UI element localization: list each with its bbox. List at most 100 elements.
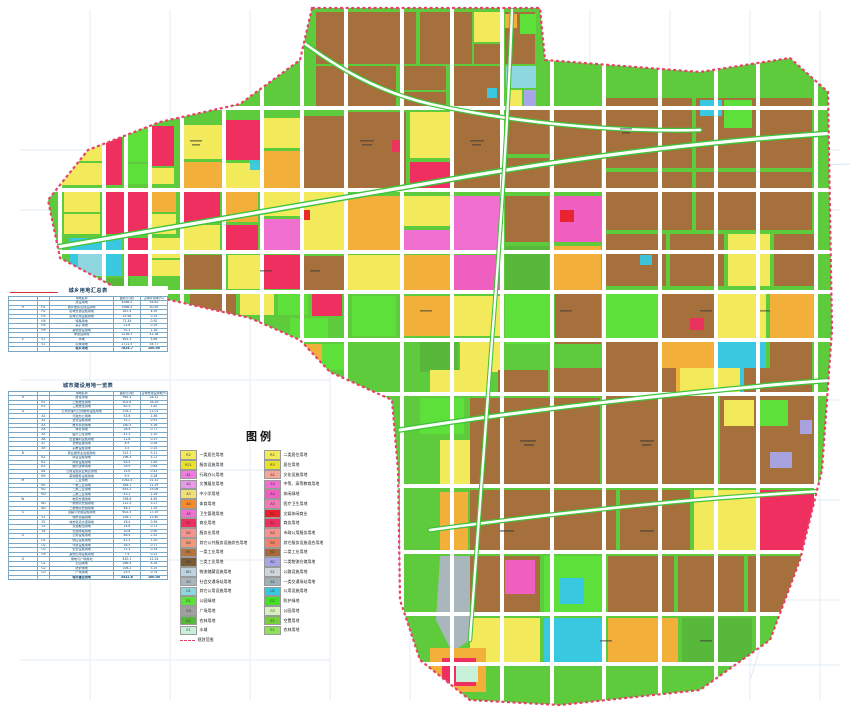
table-row: 城市建设用地 3432.6 100.00 bbox=[8, 574, 169, 581]
table-row: 城乡用地 7824.7 100.00 bbox=[8, 346, 169, 352]
table1-title: 城乡用地汇总表 bbox=[68, 288, 108, 294]
legend-item-label: 公园用地 bbox=[283, 607, 300, 613]
legend-color-swatch: M2 bbox=[180, 557, 197, 567]
legend-item-label: 行政办公用地 bbox=[199, 471, 224, 477]
table-row: U2 环境设施用地 26.5 0.77 bbox=[8, 542, 169, 549]
legend-code: A3 bbox=[186, 492, 191, 497]
legend-item: A3 中等、高等教育用地 bbox=[264, 479, 340, 490]
legend-item: A3 中小学用地 bbox=[180, 489, 256, 499]
legend-code: A3 bbox=[270, 482, 275, 487]
table-cell bbox=[36, 346, 51, 352]
legend-item: B9 其它服务设施混合用地 bbox=[264, 537, 340, 548]
legend-item-label: 居住用地 bbox=[283, 461, 300, 467]
legend-item-label: 广场用地 bbox=[199, 607, 216, 613]
legend-color-swatch: A5 bbox=[264, 498, 281, 509]
legend-item: R2 一类居住用地 bbox=[180, 450, 256, 460]
table-cell: 城市建设用地 bbox=[49, 574, 114, 581]
legend-color-swatch: R2 bbox=[180, 450, 197, 460]
legend-item-label: 其它公用设施用地 bbox=[199, 588, 232, 594]
parcel-group-east bbox=[606, 98, 814, 392]
legend-item-label: 商务用地 bbox=[283, 520, 300, 526]
legend-color-swatch: S2 bbox=[264, 567, 281, 577]
legend-color-swatch: R3 bbox=[264, 460, 281, 470]
table-city-construction-land: 城市建设用地一览表 用地名称 面积(公顷) 占城市建设用地(%) R 居住用地 965.3… bbox=[8, 381, 169, 581]
legend-code: G2 bbox=[270, 599, 275, 604]
legend-color-swatch: E1 bbox=[180, 625, 197, 636]
legend-item: E2 农林用地 bbox=[264, 625, 340, 636]
legend-item: M2 三类工业用地 bbox=[180, 557, 256, 567]
legend-column-left: R2 一类居住用地 R21 服务设施用地 A1 行政办公用地 A2 文博展览用地 A3 中小学用地… bbox=[180, 450, 256, 644]
legend-color-swatch: B3 bbox=[264, 528, 281, 538]
legend-item-label: 空置用地 bbox=[283, 617, 300, 623]
legend-item-label: 公园绿地 bbox=[199, 598, 216, 604]
legend-code: R3 bbox=[270, 462, 275, 467]
legend-item: B1 商业用地 bbox=[180, 518, 256, 529]
legend-code: E1 bbox=[270, 618, 275, 623]
legend-color-swatch: G3 bbox=[180, 606, 197, 616]
legend-item: S3 社会交通场站用地 bbox=[180, 576, 256, 587]
legend-code: G1 bbox=[186, 599, 191, 604]
legend-code: B4 bbox=[186, 540, 191, 545]
legend-color-swatch: B2 bbox=[264, 518, 281, 529]
legend-item: M1 一类工业用地 bbox=[180, 547, 256, 558]
planning-boundary bbox=[46, 6, 834, 707]
legend-code: S2 bbox=[270, 569, 275, 574]
legend-item-label: 一类工业用地 bbox=[199, 549, 224, 555]
legend-item-label: 卫生管理用地 bbox=[199, 510, 224, 516]
legend-code: A4 bbox=[270, 492, 275, 497]
legend-item: G2 防护绿地 bbox=[264, 596, 340, 606]
legend-item-label: 水域 bbox=[199, 627, 208, 633]
table-urban-rural-land-summary: 城乡用地汇总表 用地名称 面积(公顷) 占城乡用地(%) 建设用地 4586.5 58.6… bbox=[8, 286, 169, 352]
legend-code: B2 bbox=[270, 521, 275, 526]
legend-item: A4 体育用地 bbox=[180, 498, 256, 509]
legend-item: R21 服务设施用地 bbox=[180, 460, 256, 470]
legend-item-label: 防护绿地 bbox=[283, 598, 300, 604]
legend-item: E1 水域 bbox=[180, 625, 256, 636]
legend-code: M1 bbox=[186, 550, 191, 555]
table-row: M1 一类工业用地 384.1 11.19 bbox=[8, 482, 169, 489]
legend-item-label: 一类居住用地 bbox=[199, 452, 224, 458]
legend-item: G3 公园用地 bbox=[264, 606, 340, 616]
legend-item: B2 商务用地 bbox=[264, 518, 340, 529]
legend-color-swatch: A4 bbox=[264, 489, 281, 499]
legend-code: R21 bbox=[185, 462, 192, 467]
table-cell: 城乡用地 bbox=[49, 346, 114, 352]
legend-color-swatch: E2 bbox=[264, 625, 281, 636]
table-cell bbox=[8, 574, 38, 581]
legend-item: W2 二类物流仓储用地 bbox=[264, 557, 340, 567]
legend-code: B9 bbox=[270, 540, 275, 545]
legend-item-label: 市政公用服务用地 bbox=[283, 529, 316, 535]
legend-item-label: 文娱休闲商业 bbox=[283, 510, 308, 516]
legend-item: R2 二类居住用地 bbox=[264, 450, 340, 460]
legend-code: S4 bbox=[270, 579, 275, 584]
legend-code: R2 bbox=[270, 453, 275, 458]
table-cell bbox=[36, 574, 51, 581]
legend-item: B1 文娱休闲商业 bbox=[264, 508, 340, 519]
table-cell: 100.00 bbox=[139, 346, 169, 352]
legend-code: U1 bbox=[186, 589, 191, 594]
legend-item: G3 广场用地 bbox=[180, 606, 256, 616]
legend-color-swatch: B1 bbox=[264, 508, 281, 519]
legend-item: A5 医疗卫生用地 bbox=[264, 498, 340, 509]
legend-item-label: 农林用地 bbox=[283, 627, 300, 633]
legend-item: U1 其它公用设施用地 bbox=[180, 586, 256, 597]
legend-item: R3 居住用地 bbox=[264, 460, 340, 470]
legend-color-swatch: G2 bbox=[264, 596, 281, 606]
legend-item-label: 中小学用地 bbox=[199, 491, 220, 497]
legend-code: A5 bbox=[186, 511, 191, 516]
legend-code: A1 bbox=[186, 472, 191, 477]
legend-code: E2 bbox=[270, 628, 275, 633]
legend-item-label: 三类工业用地 bbox=[199, 559, 224, 565]
legend-color-swatch: S4 bbox=[264, 576, 281, 587]
legend-item-label: 二类工业用地 bbox=[283, 549, 308, 555]
legend-color-swatch: E2 bbox=[180, 615, 197, 626]
legend-item: B2 服务业用地 bbox=[180, 528, 256, 538]
parcel-group-center bbox=[348, 108, 601, 372]
legend-color-swatch: U1 bbox=[180, 586, 197, 597]
legend-color-swatch: A5 bbox=[180, 508, 197, 519]
legend-item: W1 物流储藏设施用地 bbox=[180, 567, 256, 577]
legend-code: B1 bbox=[186, 521, 191, 526]
